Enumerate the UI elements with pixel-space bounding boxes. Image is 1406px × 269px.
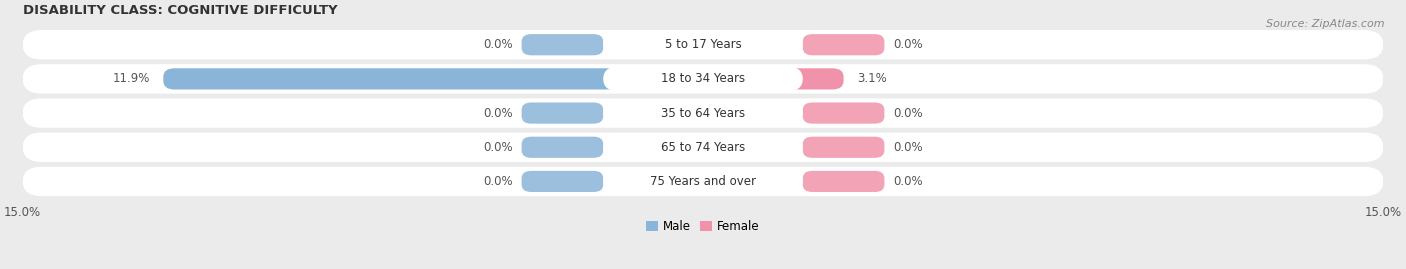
FancyBboxPatch shape [703,68,844,90]
FancyBboxPatch shape [603,134,803,160]
FancyBboxPatch shape [603,32,803,57]
Text: 5 to 17 Years: 5 to 17 Years [665,38,741,51]
FancyBboxPatch shape [22,98,1384,128]
FancyBboxPatch shape [803,171,884,192]
Legend: Male, Female: Male, Female [641,215,765,238]
FancyBboxPatch shape [22,30,1384,59]
FancyBboxPatch shape [803,102,884,124]
Text: Source: ZipAtlas.com: Source: ZipAtlas.com [1267,19,1385,29]
Text: 0.0%: 0.0% [893,107,924,120]
FancyBboxPatch shape [603,169,803,194]
Text: 11.9%: 11.9% [112,72,149,85]
Text: 65 to 74 Years: 65 to 74 Years [661,141,745,154]
Text: 0.0%: 0.0% [893,175,924,188]
FancyBboxPatch shape [803,137,884,158]
FancyBboxPatch shape [163,68,703,90]
Text: 0.0%: 0.0% [893,141,924,154]
FancyBboxPatch shape [803,34,884,55]
Text: 3.1%: 3.1% [858,72,887,85]
Text: 75 Years and over: 75 Years and over [650,175,756,188]
FancyBboxPatch shape [603,100,803,126]
FancyBboxPatch shape [22,64,1384,94]
Text: 18 to 34 Years: 18 to 34 Years [661,72,745,85]
FancyBboxPatch shape [522,137,603,158]
FancyBboxPatch shape [522,34,603,55]
Text: 0.0%: 0.0% [482,141,513,154]
Text: 35 to 64 Years: 35 to 64 Years [661,107,745,120]
Text: DISABILITY CLASS: COGNITIVE DIFFICULTY: DISABILITY CLASS: COGNITIVE DIFFICULTY [22,4,337,17]
FancyBboxPatch shape [522,171,603,192]
FancyBboxPatch shape [603,66,803,91]
Text: 0.0%: 0.0% [893,38,924,51]
FancyBboxPatch shape [22,167,1384,196]
FancyBboxPatch shape [22,133,1384,162]
Text: 0.0%: 0.0% [482,175,513,188]
Text: 0.0%: 0.0% [482,38,513,51]
FancyBboxPatch shape [522,102,603,124]
Text: 0.0%: 0.0% [482,107,513,120]
